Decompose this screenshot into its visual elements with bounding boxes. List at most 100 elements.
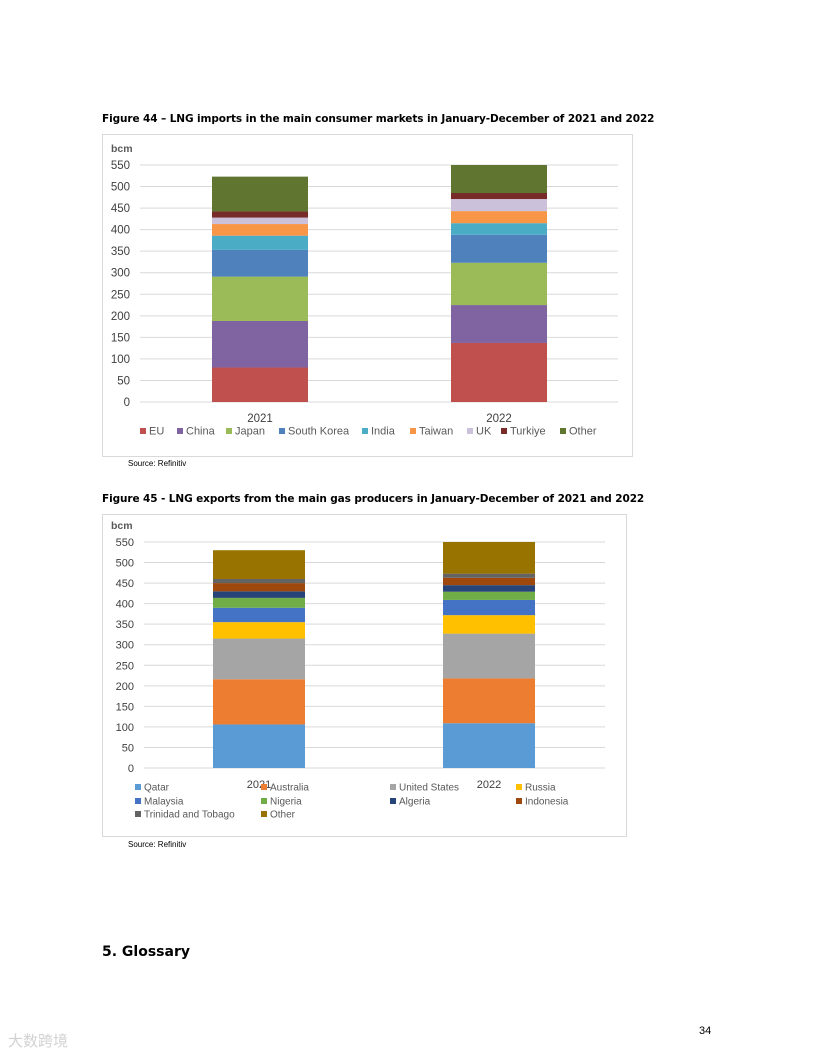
legend-swatch: [390, 784, 396, 790]
x-category-label: 2022: [486, 413, 512, 425]
bar-segment-trinidad-and-tobago-2021: [213, 578, 305, 584]
bar-segment-other-2021: [213, 550, 305, 579]
y-tick-label: 100: [111, 354, 130, 366]
legend-swatch: [135, 811, 141, 817]
y-tick-label: 550: [116, 537, 134, 549]
legend-swatch: [261, 811, 267, 817]
legend-label: Indonesia: [525, 797, 569, 808]
chart-lng-exports: bcm 0 50 100 150 200 250 300 350 400 450 500 550 2021…: [102, 514, 627, 837]
y-tick-label: 450: [111, 203, 130, 215]
legend-label: EU: [149, 426, 164, 438]
bar-segment-turkiye-2022: [451, 193, 547, 200]
bar-segment-algeria-2022: [443, 585, 535, 592]
bar-segment-indonesia-2021: [213, 583, 305, 592]
y-tick-label: 500: [116, 558, 134, 570]
legend-swatch: [362, 428, 368, 434]
bar-segment-india-2021: [212, 235, 308, 250]
bar-segment-south-korea-2021: [212, 249, 308, 277]
legend-label: Other: [569, 426, 597, 438]
x-category-label: 2021: [247, 779, 271, 791]
bar-segment-uk-2021: [212, 217, 308, 225]
y-tick-label: 300: [116, 640, 134, 652]
y-tick-label: 550: [111, 160, 130, 172]
legend-label: South Korea: [288, 426, 350, 438]
bar-segment-other-2022: [443, 542, 535, 574]
bar-segment-taiwan-2022: [451, 211, 547, 224]
bar-segment-taiwan-2021: [212, 224, 308, 236]
section-heading: 5. Glossary: [102, 944, 190, 960]
chart-svg: bcm 0 50 100 150 200 250 300 350 400 450 500 550 2021…: [111, 143, 618, 438]
x-category-label: 2021: [247, 413, 273, 425]
y-axis-unit-label: bcm: [111, 520, 133, 532]
chart-lng-imports: bcm 0 50 100 150 200 250 300 350 400 450 500 550 2021…: [102, 134, 633, 457]
y-axis-unit-label: bcm: [111, 143, 133, 155]
legend-swatch: [261, 798, 267, 804]
y-tick-label: 400: [111, 225, 130, 237]
bar-segment-eu-2022: [451, 342, 547, 402]
bar-segment-qatar-2021: [213, 724, 305, 768]
y-tick-label: 200: [116, 681, 134, 693]
bar-segment-russia-2022: [443, 615, 535, 634]
bar-segment-indonesia-2022: [443, 577, 535, 586]
bar-segment-nigeria-2021: [213, 597, 305, 608]
bar-segment-china-2021: [212, 320, 308, 368]
bar-segment-china-2022: [451, 305, 547, 343]
legend-label: Malaysia: [144, 797, 184, 808]
legend-swatch: [501, 428, 507, 434]
x-category-label: 2022: [477, 779, 501, 791]
legend-swatch: [226, 428, 232, 434]
bar-segment-south-korea-2022: [451, 234, 547, 263]
legend-label: India: [371, 426, 396, 438]
legend-swatch: [279, 428, 285, 434]
bar-segment-japan-2021: [212, 276, 308, 321]
legend-label: Trinidad and Tobago: [144, 810, 235, 821]
figure-45-title: Figure 45 - LNG exports from the main ga…: [102, 493, 645, 505]
y-tick-label: 0: [124, 397, 130, 409]
legend-swatch: [560, 428, 566, 434]
y-tick-label: 250: [116, 660, 134, 672]
legend-label: Taiwan: [419, 426, 453, 438]
figure-44-source: Source: Refinitiv: [128, 459, 187, 468]
legend-label: Qatar: [144, 783, 170, 794]
legend-label: Nigeria: [270, 797, 302, 808]
bar-segment-other-2022: [451, 165, 547, 194]
bar-segment-turkiye-2021: [212, 211, 308, 218]
figure-45-source: Source: Refinitiv: [128, 840, 187, 849]
y-tick-label: 50: [117, 375, 130, 387]
legend-swatch: [467, 428, 473, 434]
y-tick-label: 250: [111, 289, 130, 301]
legend-swatch: [135, 784, 141, 790]
legend-swatch: [516, 798, 522, 804]
legend-swatch: [140, 428, 146, 434]
bar-segment-malaysia-2021: [213, 607, 305, 623]
bar-segment-nigeria-2022: [443, 591, 535, 600]
bar-segment-qatar-2022: [443, 723, 535, 768]
y-tick-label: 450: [116, 578, 134, 590]
legend-label: Japan: [235, 426, 265, 438]
bar-segment-russia-2021: [213, 622, 305, 639]
y-tick-label: 350: [111, 246, 130, 258]
legend-label: Australia: [270, 783, 309, 794]
y-tick-label: 150: [111, 332, 130, 344]
y-tick-label: 150: [116, 701, 134, 713]
legend-label: United States: [399, 783, 459, 794]
y-tick-label: 50: [122, 742, 134, 754]
legend-label: UK: [476, 426, 492, 438]
chart-svg: bcm 0 50 100 150 200 250 300 350 400 450 500 550 2021…: [111, 520, 605, 821]
bar-segment-japan-2022: [451, 262, 547, 306]
bar-segment-united-states-2021: [213, 638, 305, 680]
legend-swatch: [516, 784, 522, 790]
legend-label: Turkiye: [510, 426, 546, 438]
page-number: 34: [699, 1025, 712, 1037]
legend-swatch: [177, 428, 183, 434]
legend-swatch: [390, 798, 396, 804]
y-tick-label: 400: [116, 599, 134, 611]
legend-label: Russia: [525, 783, 556, 794]
legend-label: Algeria: [399, 797, 431, 808]
legend-swatch: [135, 798, 141, 804]
bar-segment-algeria-2021: [213, 591, 305, 598]
y-tick-label: 200: [111, 311, 130, 323]
legend-swatch: [261, 784, 267, 790]
legend-label: Other: [270, 810, 296, 821]
y-tick-label: 0: [128, 763, 134, 775]
